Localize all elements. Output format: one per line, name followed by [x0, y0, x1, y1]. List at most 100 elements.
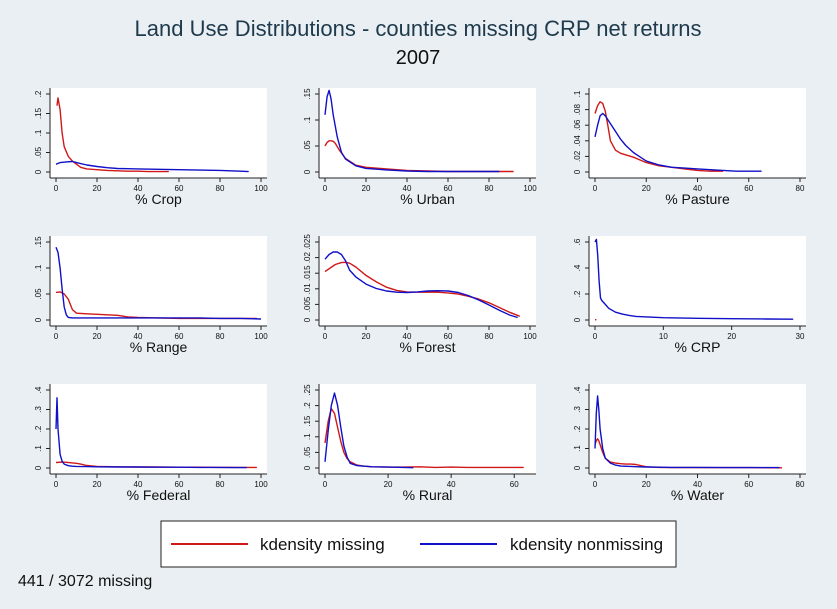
y-tick-label: 0: [34, 169, 43, 174]
x-tick-label: 60: [510, 480, 519, 489]
y-tick-label: .15: [303, 88, 312, 100]
series-line-nonmissing: [324, 251, 518, 319]
y-tick-label: .1: [573, 445, 582, 452]
x-tick-label: 20: [93, 480, 102, 489]
x-tick-label: 0: [54, 332, 59, 341]
x-tick-label: 0: [323, 480, 328, 489]
y-tick-label: .2: [34, 425, 43, 432]
x-axis-label: % Range: [130, 339, 188, 355]
y-tick-label: .1: [34, 129, 43, 136]
y-tick-label: .2: [573, 425, 582, 432]
plot-area: [50, 384, 267, 474]
y-tick-label: .4: [573, 264, 582, 271]
y-tick-label: .1: [303, 116, 312, 123]
x-tick-label: 40: [134, 480, 143, 489]
legend: kdensity missing kdensity nonmissing: [160, 520, 677, 568]
x-tick-label: 0: [323, 184, 328, 193]
y-tick-label: .25: [303, 384, 312, 396]
panel-crp: 0 10 20 30 0 .2 .4 .6 % CRP: [573, 236, 806, 355]
x-axis-label: % Forest: [399, 339, 455, 355]
x-axis-label: % Urban: [400, 191, 454, 207]
panel-urban: 0 20 40 60 80 100 0 .05 .1 .15 % Urban: [303, 88, 537, 207]
series-line-nonmissing: [55, 397, 247, 469]
y-tick-label: .4: [34, 386, 43, 393]
panel-crop: 0 20 40 60 80 100 0 .05 .1 .15 .2 % Crop: [34, 88, 268, 207]
y-tick-label: .6: [573, 238, 582, 245]
x-tick-label: 20: [362, 184, 371, 193]
chart-title: Land Use Distributions - counties missin…: [135, 16, 702, 41]
y-tick-label: .15: [34, 107, 43, 119]
series-line-nonmissing: [55, 246, 262, 320]
x-tick-label: 100: [254, 184, 268, 193]
y-tick-label: 0: [573, 169, 582, 174]
x-tick-label: 20: [727, 332, 736, 341]
x-tick-label: 100: [254, 332, 268, 341]
y-tick-label: 0: [303, 465, 312, 470]
x-tick-label: 0: [593, 332, 598, 341]
x-axis-label: % Pasture: [665, 191, 730, 207]
y-tick-label: .05: [303, 446, 312, 458]
x-tick-label: 20: [384, 480, 393, 489]
y-tick-label: .015: [303, 265, 312, 281]
y-tick-label: 0: [303, 317, 312, 322]
missing-count-note: 441 / 3072 missing: [18, 573, 153, 590]
x-tick-label: 80: [216, 184, 225, 193]
x-tick-label: 20: [642, 480, 651, 489]
panel-range: 0 20 40 60 80 100 0 .05 .1 .15 % Range: [34, 236, 268, 355]
panel-federal: 0 20 40 60 80 100 0 .1 .2 .3 .4 % Federal: [34, 384, 268, 503]
x-tick-label: 60: [175, 184, 184, 193]
x-tick-label: 10: [659, 332, 668, 341]
panel-rural: 0 20 40 60 0 .05 .1 .15 .2 .25 % Rural: [303, 384, 536, 503]
y-tick-label: .025: [303, 234, 312, 250]
x-axis-label: % CRP: [675, 339, 721, 355]
x-tick-label: 100: [254, 480, 268, 489]
y-tick-label: .2: [303, 402, 312, 409]
x-tick-label: 0: [323, 332, 328, 341]
panel-forest: 0 20 40 60 80 100 0 .005.01 .015 .02.025 % Forest: [303, 234, 537, 355]
y-tick-label: .08: [573, 103, 582, 115]
plot-area: [589, 384, 806, 474]
x-tick-label: 60: [444, 332, 453, 341]
x-tick-label: 40: [447, 480, 456, 489]
x-tick-label: 20: [93, 184, 102, 193]
x-tick-label: 60: [444, 184, 453, 193]
x-axis-label: % Water: [671, 487, 724, 503]
x-tick-label: 80: [485, 184, 494, 193]
y-tick-label: .1: [34, 264, 43, 271]
legend-label-missing: kdensity missing: [260, 535, 385, 554]
y-tick-label: .2: [573, 290, 582, 297]
x-tick-label: 0: [593, 184, 598, 193]
y-tick-label: .3: [34, 406, 43, 413]
y-tick-label: 0: [573, 317, 582, 322]
plot-area: [50, 236, 267, 326]
y-tick-label: .02: [573, 150, 582, 162]
x-tick-label: 80: [485, 332, 494, 341]
x-tick-label: 0: [54, 184, 59, 193]
series-line-nonmissing: [594, 112, 762, 172]
x-tick-label: 40: [403, 332, 412, 341]
x-tick-label: 60: [175, 332, 184, 341]
y-tick-label: .15: [303, 415, 312, 427]
x-tick-label: 80: [216, 480, 225, 489]
x-tick-label: 40: [134, 332, 143, 341]
y-tick-label: .4: [573, 386, 582, 393]
panel-pasture: 0 20 40 60 80 0 .02 .04 .06 .08 .1 % Pasture: [573, 88, 806, 207]
x-tick-label: 20: [642, 184, 651, 193]
plot-area: [589, 236, 806, 326]
y-tick-label: .05: [34, 146, 43, 158]
y-tick-label: .1: [34, 445, 43, 452]
y-tick-label: .02: [303, 251, 312, 263]
series-line-missing: [56, 97, 169, 173]
legend-label-nonmissing: kdensity nonmissing: [510, 535, 663, 554]
x-tick-label: 20: [93, 332, 102, 341]
y-tick-label: .05: [303, 140, 312, 152]
chart-subtitle: 2007: [396, 47, 441, 69]
y-tick-label: .04: [573, 135, 582, 147]
y-tick-label: .3: [573, 406, 582, 413]
x-tick-label: 60: [744, 480, 753, 489]
x-tick-label: 80: [796, 184, 805, 193]
x-tick-label: 0: [54, 480, 59, 489]
series-line-nonmissing: [324, 392, 414, 469]
plot-area: [589, 88, 806, 178]
